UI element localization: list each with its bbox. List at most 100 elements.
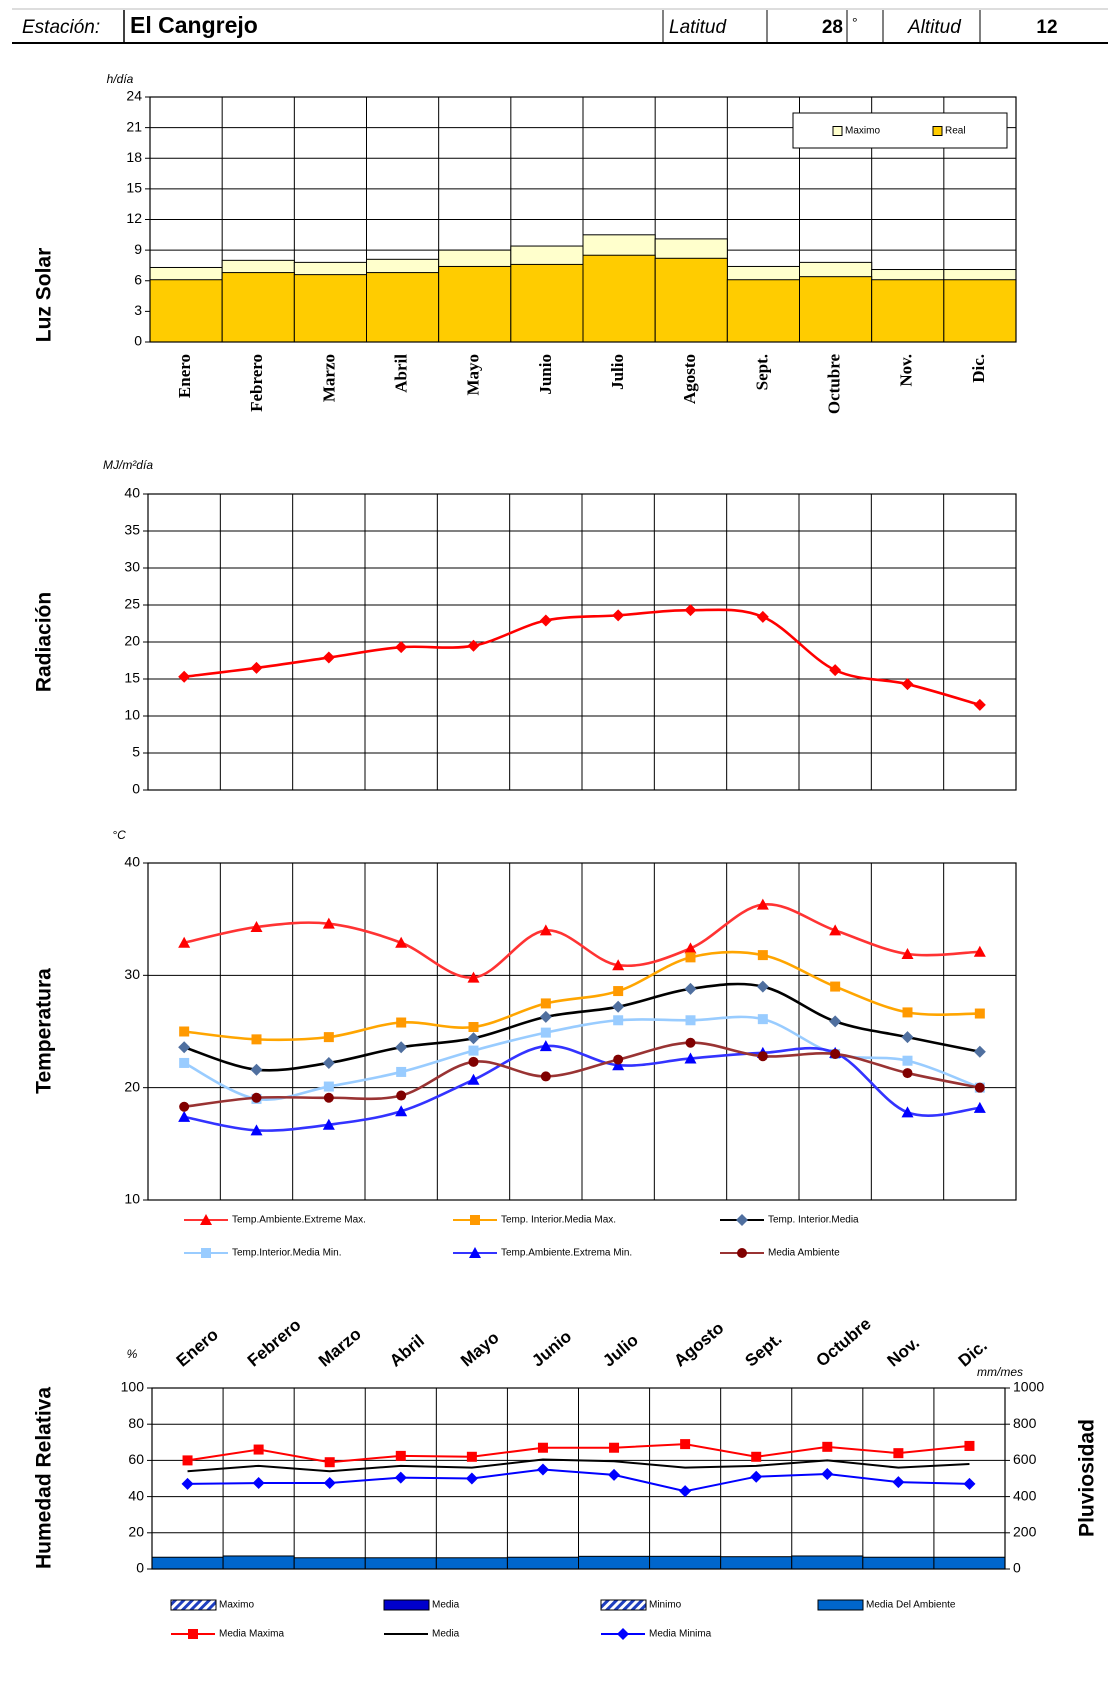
altitude-value: 12 — [1036, 17, 1057, 38]
y2-tick-label: 0 — [1013, 1560, 1021, 1576]
marker — [540, 998, 551, 1009]
marker — [613, 986, 624, 997]
marker — [469, 1247, 481, 1258]
legend-label: Maximo — [845, 126, 880, 137]
bar — [438, 265, 512, 343]
marker — [613, 1015, 624, 1026]
series-line — [184, 608, 981, 707]
y-tick-label: 40 — [128, 1487, 144, 1503]
marker — [250, 661, 263, 674]
plot-border — [151, 1387, 1006, 1570]
header: Estación: El Cangrejo Latitud 28 ° Altit… — [12, 8, 1108, 44]
marker — [612, 959, 625, 971]
x-tick-label: Enero — [175, 354, 194, 398]
marker — [396, 1066, 407, 1077]
marker — [684, 604, 697, 617]
marker — [737, 1248, 747, 1258]
marker — [178, 1110, 191, 1122]
bar — [149, 279, 223, 343]
x-tick-label: Dic. — [969, 354, 988, 383]
bar — [293, 274, 368, 343]
marker — [685, 1015, 696, 1026]
marker — [540, 1071, 551, 1082]
axis-title: Humedad Relativa — [33, 1387, 56, 1569]
x-tick-label: Abril — [391, 354, 410, 393]
marker — [974, 1082, 985, 1093]
axis-title: Luz Solar — [33, 248, 56, 343]
marker — [750, 1470, 763, 1483]
legend-label: Media Minima — [649, 1629, 712, 1640]
y-tick-label: 35 — [124, 522, 140, 538]
latitude-label: Latitud — [669, 17, 727, 38]
marker — [901, 1031, 914, 1044]
x-tick-label: Julio — [599, 1330, 642, 1370]
bar — [582, 254, 656, 343]
legend-swatch — [383, 1599, 430, 1611]
legend-swatch — [600, 1599, 647, 1611]
legend-label: Real — [945, 126, 966, 137]
x-tick-label: Junio — [528, 1327, 575, 1371]
altitude-label: Altitud — [907, 17, 962, 38]
y2-tick-label: 600 — [1013, 1451, 1037, 1467]
marker — [178, 936, 191, 948]
y-tick-label: 21 — [126, 118, 142, 134]
y-tick-label: 18 — [126, 149, 142, 165]
y-tick-label: 80 — [128, 1415, 144, 1431]
marker — [395, 641, 408, 654]
marker — [757, 1051, 768, 1062]
series-line — [187, 1443, 970, 1464]
y-tick-label: 24 — [126, 88, 142, 104]
marker — [250, 921, 263, 933]
y-tick-label: 3 — [134, 302, 142, 318]
marker — [395, 1450, 406, 1461]
marker — [539, 1040, 552, 1052]
marker — [757, 1014, 768, 1025]
bar — [799, 276, 873, 343]
legend-label: Temp.Interior.Media Min. — [232, 1248, 342, 1259]
legend-label: Media Ambiente — [768, 1248, 840, 1259]
legend-swatch — [832, 126, 843, 136]
marker — [179, 1026, 190, 1037]
marker — [973, 945, 986, 957]
marker — [251, 1092, 262, 1103]
chart: 10 20 30 40 Temperatura °C Temp.Ambiente.Extre… — [33, 828, 1017, 1259]
legend-label: Maximo — [219, 1600, 254, 1611]
legend-label: Media Del Ambiente — [866, 1600, 956, 1611]
marker — [756, 898, 769, 910]
marker — [323, 1081, 334, 1092]
marker — [322, 1118, 335, 1130]
marker — [396, 1017, 407, 1028]
x-tick-label: Febrero — [244, 1315, 305, 1370]
y-tick-label: 5 — [132, 744, 140, 760]
bar — [720, 1556, 793, 1570]
legend-label: Temp.Ambiente.Extreme Max. — [232, 1215, 366, 1226]
marker — [394, 1471, 407, 1484]
marker — [323, 1092, 334, 1103]
x-tick-label: Octubre — [824, 354, 843, 415]
series-line — [184, 950, 980, 1042]
legend-swatch — [932, 126, 943, 136]
x-tick-label: Marzo — [315, 1324, 365, 1370]
marker — [973, 1101, 986, 1113]
marker — [757, 950, 768, 961]
marker — [395, 1041, 408, 1054]
station-label: Estación: — [22, 17, 100, 38]
axis-unit: h/día — [107, 72, 134, 86]
x-tick-label: Mayo — [457, 1328, 503, 1370]
marker — [830, 981, 841, 992]
legend-label: Media Maxima — [219, 1629, 284, 1640]
x-tick-label: Marzo — [319, 354, 338, 402]
marker — [468, 1056, 479, 1067]
marker — [902, 1007, 913, 1018]
legend-label: Media — [432, 1600, 460, 1611]
x-tick-label: Junio — [536, 354, 555, 395]
marker — [973, 1045, 986, 1058]
y-tick-label: 30 — [124, 966, 140, 982]
series-line — [183, 982, 981, 1072]
marker — [617, 1628, 629, 1640]
x-tick-label: Agosto — [680, 354, 699, 404]
y-tick-label: 20 — [124, 1078, 140, 1094]
y-tick-label: 20 — [128, 1524, 144, 1540]
marker — [178, 1041, 191, 1054]
marker — [751, 1451, 762, 1462]
